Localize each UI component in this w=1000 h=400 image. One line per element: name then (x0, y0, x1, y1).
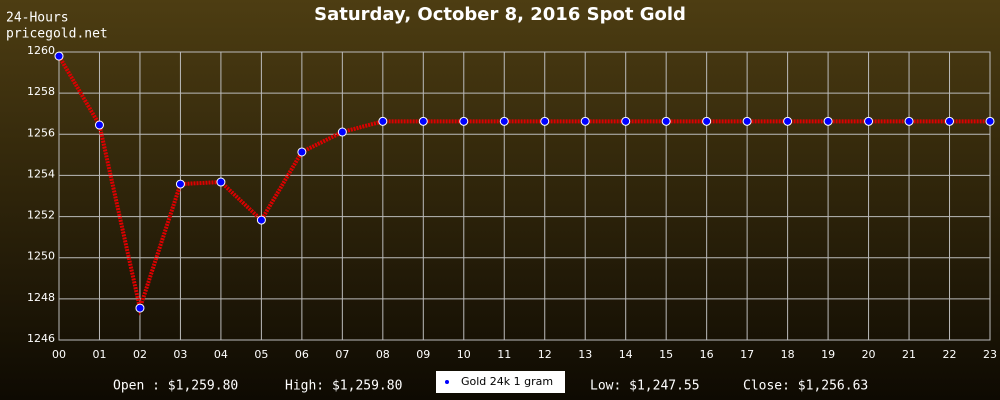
point (175, 179, 185, 189)
point (742, 116, 752, 126)
x-tick-label: 05 (254, 348, 268, 361)
point (135, 303, 145, 313)
stat-high: High: $1,259.80 (285, 379, 402, 394)
y-tick-label: 1252 (27, 209, 55, 222)
x-tick-label: 22 (943, 348, 957, 361)
point (94, 120, 104, 130)
x-tick-label: 01 (92, 348, 106, 361)
x-tick-label: 00 (52, 348, 66, 361)
point (54, 51, 64, 61)
x-tick-label: 15 (659, 348, 673, 361)
point (378, 116, 388, 126)
y-tick-label: 1260 (27, 44, 55, 57)
annotation: pricegold.net (6, 27, 108, 42)
point (945, 116, 955, 126)
x-tick-label: 23 (983, 348, 997, 361)
x-tick-label: 06 (295, 348, 309, 361)
point (297, 147, 307, 157)
point (702, 116, 712, 126)
y-tick-label: 1254 (27, 167, 55, 180)
point (540, 116, 550, 126)
point (783, 116, 793, 126)
stat-low: Low: $1,247.55 (590, 379, 700, 394)
line (57, 55, 990, 316)
x-tick-label: 20 (862, 348, 876, 361)
legend-label: Gold 24k 1 gram (461, 375, 553, 388)
point (256, 215, 266, 225)
legend-marker (445, 380, 449, 384)
stat-open: Open : $1,259.80 (113, 379, 238, 394)
point (904, 116, 914, 126)
x-tick-label: 18 (781, 348, 795, 361)
point (459, 116, 469, 126)
x-tick-label: 17 (740, 348, 754, 361)
point (661, 116, 671, 126)
y-tick-label: 1246 (27, 332, 55, 345)
stat-close: Close: $1,256.63 (743, 379, 868, 394)
x-tick-label: 10 (457, 348, 471, 361)
x-tick-label: 03 (173, 348, 187, 361)
x-tick-label: 08 (376, 348, 390, 361)
x-tick-label: 11 (497, 348, 511, 361)
point (216, 177, 226, 187)
point (499, 116, 509, 126)
y-tick-label: 1248 (27, 291, 55, 304)
point (621, 116, 631, 126)
y-tick-label: 1256 (27, 126, 55, 139)
x-tick-label: 21 (902, 348, 916, 361)
point (985, 116, 995, 126)
legend (436, 371, 565, 393)
point (418, 116, 428, 126)
y-tick-label: 1258 (27, 85, 55, 98)
x-tick-label: 19 (821, 348, 835, 361)
annotation: 24-Hours (6, 11, 69, 26)
y-tick-label: 1250 (27, 250, 55, 263)
x-tick-label: 04 (214, 348, 228, 361)
x-tick-label: 02 (133, 348, 147, 361)
x-tick-label: 09 (416, 348, 430, 361)
point (580, 116, 590, 126)
x-tick-label: 07 (335, 348, 349, 361)
point (337, 127, 347, 137)
x-tick-label: 16 (700, 348, 714, 361)
chart-title: Saturday, October 8, 2016 Spot Gold (314, 4, 686, 25)
point (823, 116, 833, 126)
x-tick-label: 12 (538, 348, 552, 361)
point (864, 116, 874, 126)
x-tick-label: 13 (578, 348, 592, 361)
x-tick-label: 14 (619, 348, 633, 361)
